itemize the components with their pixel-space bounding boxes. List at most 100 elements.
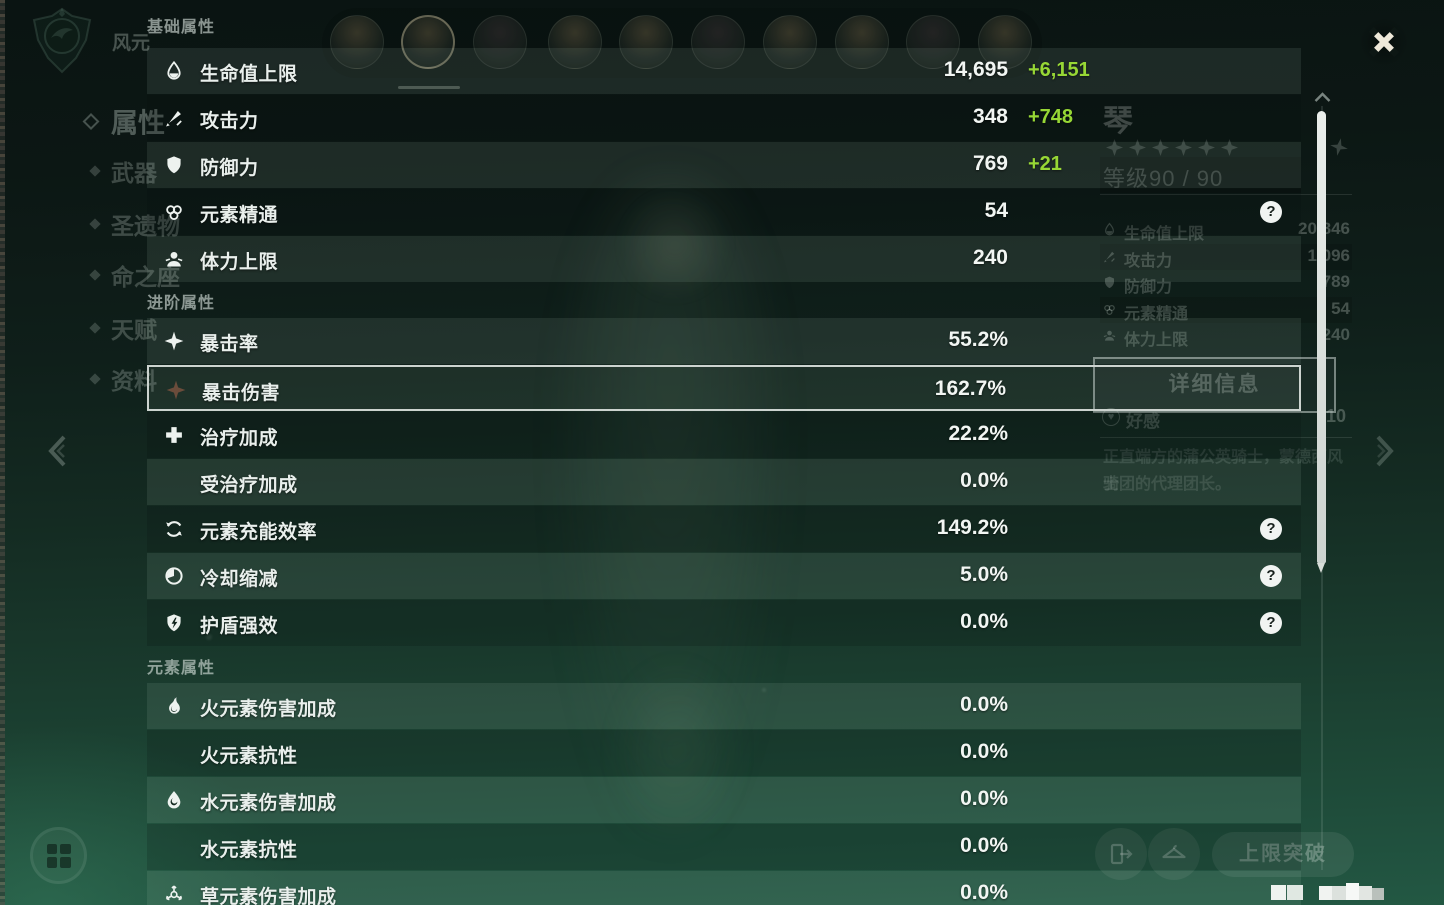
stat-label: 防御力 [200, 158, 259, 179]
def-icon [1102, 275, 1117, 290]
party-avatar[interactable] [619, 15, 673, 69]
censored-uid-block [1319, 880, 1384, 900]
stat-value: 0.0% [960, 740, 1008, 763]
sidebar-item-1[interactable]: 属性 [82, 102, 165, 141]
stat-row[interactable]: 火元素抗性 0.0% [147, 730, 1301, 776]
detail-info-button[interactable]: 详细信息 [1093, 357, 1336, 413]
stat-row[interactable]: 防御力 769 +21 [147, 142, 1301, 188]
stat-value: 0.0% [960, 787, 1008, 810]
stat-row[interactable]: 冷却缩减 5.0%? [147, 553, 1301, 599]
def-icon [163, 154, 185, 176]
section-title: 元素属性 [147, 660, 216, 677]
sidebar-item-label: 资料 [111, 368, 157, 394]
section-title: 进阶属性 [147, 295, 216, 312]
shield-strength-icon [163, 612, 185, 634]
stat-label: 水元素伤害加成 [200, 793, 337, 814]
stat-row[interactable]: 元素精通 54? [147, 189, 1301, 235]
friendship-row: ♥ 好感 10 [1100, 404, 1352, 434]
friendship-label: 好感 [1126, 412, 1160, 431]
stat-row[interactable]: 治疗加成 22.2% [147, 412, 1301, 458]
background-stat-value: 240 [1321, 325, 1350, 345]
party-avatar[interactable] [330, 15, 384, 69]
friendship-heart-icon: ♥ [1102, 408, 1120, 426]
stat-row[interactable]: 火元素伤害加成 0.0% [147, 683, 1301, 729]
switch-out-button[interactable] [1095, 828, 1147, 880]
party-avatar[interactable] [763, 15, 817, 69]
help-icon[interactable]: ? [1260, 565, 1282, 587]
stat-row[interactable]: 暴击率 55.2% [147, 318, 1301, 364]
stats-panel: 基础属性 生命值上限 14,695 +6,151 攻击力 348 +748 防御力 769 +21… [147, 0, 1301, 905]
atk-icon [163, 107, 185, 129]
stat-value: 14,695 [943, 58, 1008, 81]
dressing-room-button[interactable] [1148, 828, 1200, 880]
help-icon[interactable]: ? [1260, 612, 1282, 634]
healing-bonus-icon [163, 424, 185, 446]
party-avatar[interactable] [691, 15, 745, 69]
stat-label: 攻击力 [200, 111, 259, 132]
stat-row-selected[interactable]: 暴击伤害 162.7% [147, 365, 1301, 411]
character-portrait-legs [612, 660, 742, 840]
stat-row[interactable]: 攻击力 348 +748 [147, 95, 1301, 141]
stat-row[interactable]: 护盾强效 0.0%? [147, 600, 1301, 646]
stat-row[interactable]: 体力上限 240 [147, 236, 1301, 282]
stat-row[interactable]: 生命值上限 14,695 +6,151 [147, 48, 1301, 94]
ascend-button[interactable]: 上限突破 [1212, 832, 1354, 877]
sidebar-item-4[interactable]: 命之座 [89, 258, 180, 292]
stat-value: 5.0% [960, 563, 1008, 586]
sidebar-item-2[interactable]: 武器 [89, 154, 157, 188]
diamond-bullet-icon [82, 112, 100, 130]
help-icon[interactable]: ? [1260, 201, 1282, 223]
stamina-icon [1102, 328, 1117, 343]
stat-row[interactable]: 水元素伤害加成 0.0% [147, 777, 1301, 823]
stat-row[interactable]: 草元素伤害加成 0.0% [147, 871, 1301, 905]
stat-label: 火元素抗性 [200, 746, 298, 767]
elemental-mastery-icon [1102, 302, 1117, 317]
party-avatar[interactable] [978, 15, 1032, 69]
party-avatar-selected[interactable] [401, 15, 455, 69]
close-button[interactable] [1360, 18, 1408, 66]
stat-label: 暴击率 [200, 334, 259, 355]
divider [1100, 437, 1352, 438]
next-character-arrow[interactable] [1372, 434, 1398, 468]
screen-edge-artifact [0, 0, 5, 905]
sidebar-item-3[interactable]: 圣遗物 [89, 207, 180, 241]
stat-row[interactable]: 元素充能效率 149.2%? [147, 506, 1301, 552]
party-avatar[interactable] [835, 15, 889, 69]
divider [1100, 194, 1352, 195]
party-avatar[interactable] [473, 15, 527, 69]
character-description-line2: 士团的代理团长。 [1103, 476, 1232, 493]
energy-recharge-icon [163, 518, 185, 540]
stat-label: 治疗加成 [200, 428, 279, 449]
stat-value: 0.0% [960, 881, 1008, 904]
background-stat-row: 体力上限 240 [1100, 323, 1352, 349]
diamond-bullet-icon [89, 165, 101, 177]
background-stat-label: 体力上限 [1124, 332, 1189, 350]
stat-row[interactable]: 水元素抗性 0.0% [147, 824, 1301, 870]
scrollbar-thumb[interactable] [1317, 111, 1326, 573]
scrollbar-up-arrow[interactable] [1313, 90, 1332, 102]
exit-door-icon [1110, 843, 1133, 865]
party-avatar[interactable] [906, 15, 960, 69]
hydro-icon [163, 789, 185, 811]
stat-label: 水元素抗性 [200, 840, 298, 861]
stat-value: 348 [972, 105, 1008, 128]
party-setup-button[interactable] [30, 827, 87, 884]
background-stat-value: 1,096 [1307, 245, 1350, 265]
stat-row[interactable]: 受治疗加成 0.0% [147, 459, 1301, 505]
party-avatar[interactable] [548, 15, 602, 69]
background-stat-value: 54 [1331, 298, 1350, 318]
sidebar-item-5[interactable]: 天赋 [89, 311, 157, 345]
stat-bonus-value: +6,151 [1028, 59, 1090, 81]
help-icon[interactable]: ? [1260, 518, 1282, 540]
prev-character-arrow[interactable] [44, 434, 70, 468]
stat-bonus-value: +21 [1028, 153, 1062, 175]
background-stat-value: 789 [1321, 272, 1350, 292]
hanger-icon [1162, 844, 1186, 859]
background-stat-row: 攻击力 1,096 [1100, 243, 1352, 270]
character-description-line1: 正直端方的蒲公英骑士，蒙德西风骑 [1103, 449, 1344, 493]
pyro-icon [163, 695, 185, 717]
sidebar-item-6[interactable]: 资料 [89, 362, 157, 396]
atk-icon [1102, 249, 1117, 264]
selected-avatar-underline [398, 86, 460, 89]
crit-rate-icon [163, 330, 185, 352]
